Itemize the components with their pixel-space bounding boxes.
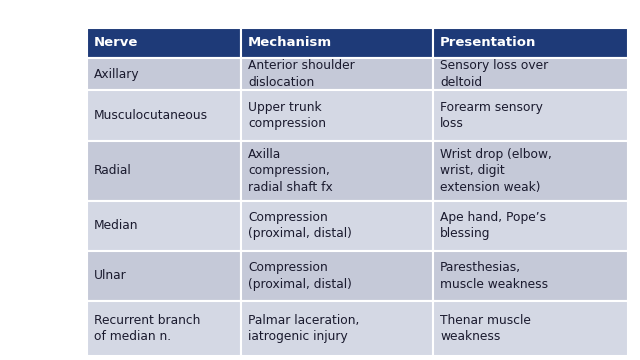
Bar (433, 141, 628, 201)
Text: Mechanism: Mechanism (248, 36, 332, 49)
Bar (87, 201, 241, 251)
Text: Median: Median (94, 219, 138, 232)
Text: Wrist drop (elbow,
wrist, digit
extension weak): Wrist drop (elbow, wrist, digit extensio… (440, 148, 552, 194)
Bar (241, 201, 433, 251)
Text: Palmar laceration,
iatrogenic injury: Palmar laceration, iatrogenic injury (248, 314, 360, 343)
Bar (87, 28, 241, 58)
Text: Paresthesias,
muscle weakness: Paresthesias, muscle weakness (440, 261, 548, 291)
Text: Recurrent branch
of median n.: Recurrent branch of median n. (94, 314, 200, 343)
Bar (241, 141, 433, 201)
Text: Sensory loss over
deltoid: Sensory loss over deltoid (440, 59, 548, 89)
Bar (241, 28, 433, 58)
Bar (433, 28, 628, 58)
Bar (433, 90, 628, 141)
Text: Ape hand, Pope’s
blessing: Ape hand, Pope’s blessing (440, 211, 547, 240)
Bar (87, 28, 628, 356)
Text: Radial: Radial (94, 164, 132, 177)
Text: Axillary: Axillary (94, 68, 140, 81)
Text: Compression
(proximal, distal): Compression (proximal, distal) (248, 211, 352, 240)
Bar (433, 251, 628, 301)
Text: Compression
(proximal, distal): Compression (proximal, distal) (248, 261, 352, 291)
Text: Musculocutaneous: Musculocutaneous (94, 109, 208, 122)
Bar (241, 58, 433, 90)
Text: Forearm sensory
loss: Forearm sensory loss (440, 101, 543, 130)
Text: Ulnar: Ulnar (94, 269, 127, 282)
Bar (241, 301, 433, 356)
Text: Presentation: Presentation (440, 36, 536, 49)
Text: Axilla
compression,
radial shaft fx: Axilla compression, radial shaft fx (248, 148, 333, 194)
Bar (87, 251, 241, 301)
Bar (87, 90, 241, 141)
Text: Upper trunk
compression: Upper trunk compression (248, 101, 326, 130)
Bar (241, 90, 433, 141)
Bar (87, 58, 241, 90)
Text: Nerve: Nerve (94, 36, 138, 49)
Bar (87, 301, 241, 356)
Text: Thenar muscle
weakness: Thenar muscle weakness (440, 314, 531, 343)
Bar (433, 301, 628, 356)
Bar (87, 141, 241, 201)
Text: Anterior shoulder
dislocation: Anterior shoulder dislocation (248, 59, 355, 89)
Bar (241, 251, 433, 301)
Bar (433, 201, 628, 251)
Bar (433, 58, 628, 90)
